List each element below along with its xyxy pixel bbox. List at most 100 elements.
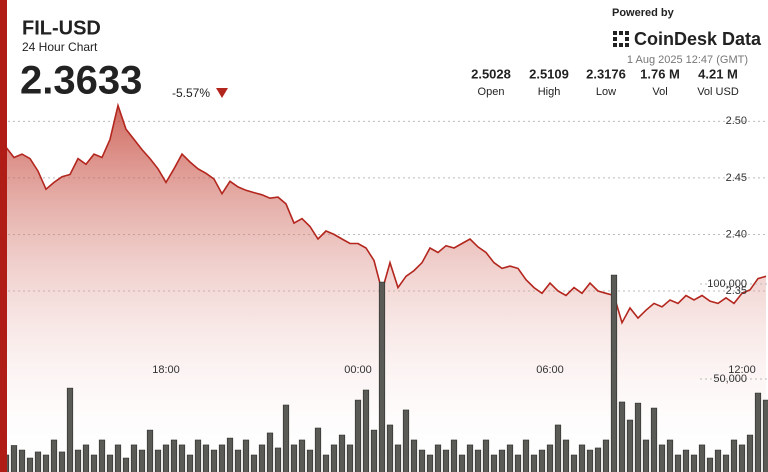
volume-bar [290, 444, 298, 472]
volume-bar [762, 399, 768, 472]
volume-bar [314, 427, 322, 472]
volume-bar [482, 439, 490, 472]
volume-bar [106, 454, 114, 472]
accent-bar [0, 0, 7, 472]
volume-bar [178, 444, 186, 472]
volume-bar [490, 454, 498, 472]
logo-icon [613, 31, 629, 47]
volume-bar [58, 451, 66, 472]
volume-bar [626, 419, 634, 472]
volume-bar [370, 429, 378, 472]
volume-bar [586, 449, 594, 472]
volume-bar [306, 449, 314, 472]
symbol: FIL-USD [22, 17, 101, 39]
volume-bar [402, 409, 410, 472]
volume-bar [226, 437, 234, 472]
volume-bar [754, 392, 762, 472]
volume-bar [378, 281, 386, 472]
volume-bar [258, 444, 266, 472]
volume-bar [458, 454, 466, 472]
volume-bar [354, 399, 362, 472]
volume-bar [338, 434, 346, 472]
volume-bar [234, 449, 242, 472]
volume-bar [746, 434, 754, 472]
volume-bar [570, 454, 578, 472]
volume-bar [114, 444, 122, 472]
down-arrow [216, 88, 228, 98]
volume-bar [210, 449, 218, 472]
y-tick-label: 2.50 [726, 115, 747, 127]
stat-label: Vol USD [697, 86, 739, 98]
volume-bar [466, 444, 474, 472]
volume-bar [34, 451, 42, 472]
price-line [5, 102, 767, 325]
y-tick-label: 2.40 [726, 228, 747, 240]
volume-bar [442, 449, 450, 472]
volume-bar [218, 444, 226, 472]
volume-bar [330, 444, 338, 472]
volume-bar [242, 439, 250, 472]
volume-bar [450, 439, 458, 472]
volume-bar [386, 424, 394, 472]
volume-bar [42, 454, 50, 472]
stats: 2.5028 Open 2.5109 High 2.3176 Low 1.76 M Vol 4.… [471, 66, 739, 97]
stat-value: 2.5109 [529, 66, 569, 81]
y-tick-label: 2.35 [726, 285, 747, 297]
volume-bar [66, 387, 74, 472]
volume-bar [474, 449, 482, 472]
volume-bar [98, 439, 106, 472]
y-tick-label: 2.45 [726, 172, 747, 184]
volume-bar [522, 439, 530, 472]
volume-bar [26, 457, 34, 472]
volume-bar [506, 444, 514, 472]
y2-tick-label: 100,000 [707, 278, 747, 290]
volume-bar [562, 439, 570, 472]
volume-bar [674, 454, 682, 472]
stat-value: 4.21 M [698, 66, 738, 81]
volume-bar [266, 432, 274, 472]
volume-bar [346, 444, 354, 472]
x-tick-label: 00:00 [344, 364, 372, 376]
volume-bar [602, 439, 610, 472]
volume-bar [74, 449, 82, 472]
volume-bar [202, 444, 210, 472]
x-tick-label: 12:00 [728, 364, 756, 376]
volume-bar [530, 454, 538, 472]
volume-bar [498, 449, 506, 472]
volume-bar [274, 447, 282, 472]
stat-label: High [538, 86, 561, 98]
stat-value: 2.3176 [586, 66, 626, 81]
volume-bar [578, 444, 586, 472]
x-tick-label: 06:00 [536, 364, 564, 376]
volume-bar [666, 439, 674, 472]
timestamp: 1 Aug 2025 12:47 (GMT) [627, 54, 748, 66]
volume-bar [194, 439, 202, 472]
stat-label: Low [596, 86, 616, 98]
stat-value: 2.5028 [471, 66, 511, 81]
volume-bar [130, 444, 138, 472]
volume-bar [706, 457, 714, 472]
volume-bar [618, 401, 626, 472]
volume-bar [698, 444, 706, 472]
volume-bar [170, 439, 178, 472]
powered-by: Powered by [612, 7, 675, 19]
volume-bar [658, 444, 666, 472]
volume-bar [538, 449, 546, 472]
volume-bar [634, 402, 642, 472]
stat-label: Vol [652, 86, 667, 98]
volume-bar [82, 444, 90, 472]
volume-bar [18, 449, 26, 472]
volume-bar [514, 454, 522, 472]
volume-bar [714, 449, 722, 472]
volume-bar [298, 439, 306, 472]
price-area [6, 105, 766, 472]
change: -5.57% [172, 86, 210, 100]
volume-bar [186, 454, 194, 472]
volume-bar [610, 274, 618, 472]
volume-bar [426, 454, 434, 472]
volume-bar [546, 444, 554, 472]
volume-bar [50, 439, 58, 472]
volume-bar [154, 449, 162, 472]
